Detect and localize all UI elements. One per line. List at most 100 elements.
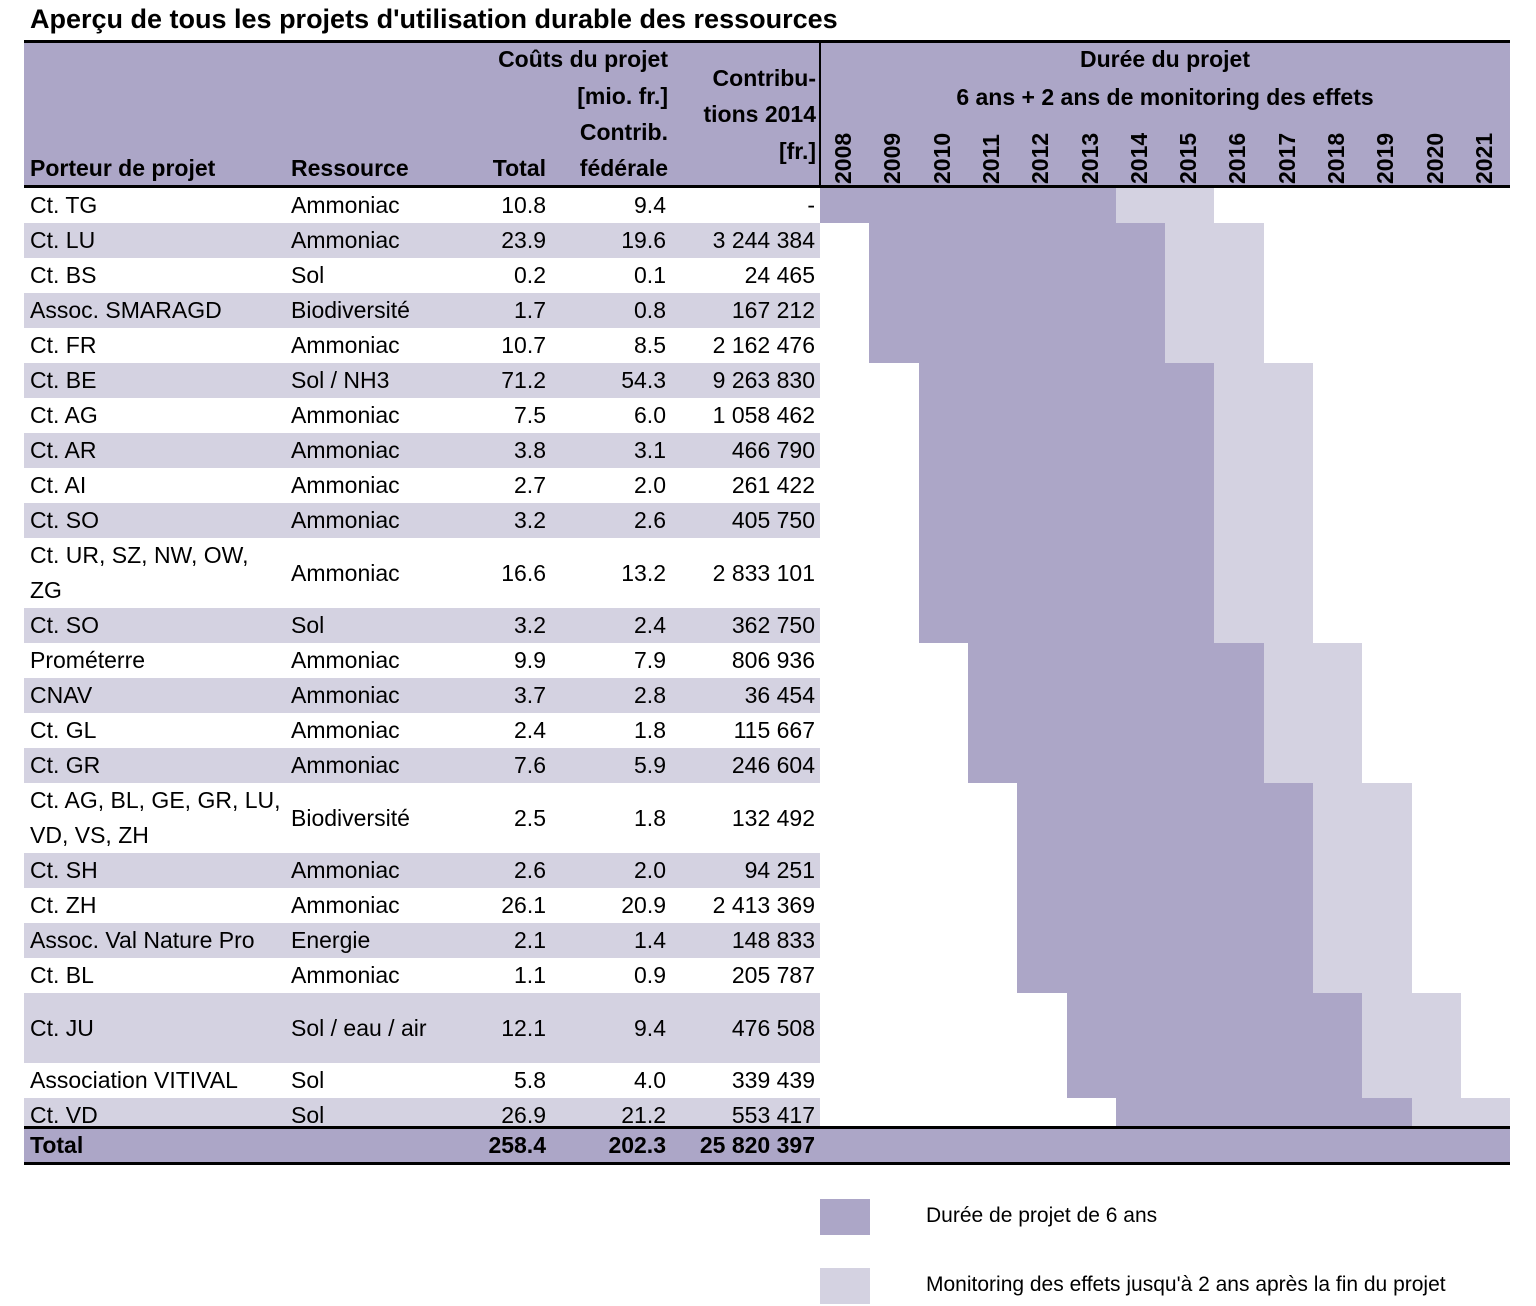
project-duration-bar [820, 188, 1116, 223]
project-duration-bar [918, 433, 1215, 468]
cell-porteur: Ct. GL [30, 717, 97, 743]
rule-top [24, 40, 1510, 43]
cell-ressource: Ammoniac [291, 717, 400, 743]
cell-ressource: Sol [291, 1102, 325, 1128]
project-duration-bar [918, 363, 1215, 398]
cell-contrib-federale: 3.1 [634, 437, 666, 463]
cell-contrib-federale: 2.0 [634, 857, 666, 883]
monitoring-bar [1263, 713, 1363, 748]
cell-total: 12.1 [501, 1014, 546, 1041]
monitoring-bar [1362, 1063, 1461, 1098]
monitoring-bar [1214, 433, 1313, 468]
cell-total: 3.2 [514, 612, 546, 638]
project-duration-bar [1017, 783, 1313, 853]
cell-contrib-federale: 2.0 [634, 472, 666, 498]
year-label-2014: 2014 [1125, 132, 1152, 184]
header-contrib2014-line3: [fr.] [778, 138, 816, 164]
project-duration-bar [1066, 1063, 1363, 1098]
cell-contrib2014: 246 604 [731, 752, 815, 778]
cell-contrib-federale: 0.9 [634, 962, 666, 988]
cell-total: 9.9 [514, 647, 546, 673]
cell-total: 0.2 [514, 262, 546, 288]
rule-bottom [24, 1162, 1510, 1165]
header-duree-line2: 6 ans + 2 ans de monitoring des effets [956, 84, 1374, 110]
cell-contrib2014: 2 833 101 [712, 559, 815, 586]
cell-porteur: Ct. AI [30, 472, 87, 498]
header-contrib2014-line2: tions 2014 [703, 101, 817, 127]
monitoring-bar [1263, 748, 1363, 783]
cell-porteur: Ct. SO [30, 507, 100, 533]
cell-contrib2014: 2 413 369 [712, 892, 815, 918]
rule-timeline-divider [819, 40, 821, 188]
cell-porteur: Ct. VD [30, 1102, 98, 1128]
monitoring-bar [1214, 468, 1313, 503]
cell-total: 3.2 [514, 507, 546, 533]
cell-total: 3.8 [514, 437, 546, 463]
header-contrib-federale-line2: fédérale [579, 155, 668, 181]
cell-ressource: Ammoniac [291, 962, 400, 988]
cell-contrib2014: 24 465 [744, 262, 815, 288]
monitoring-bar [1115, 188, 1215, 223]
cell-ressource: Ammoniac [291, 227, 400, 253]
monitoring-bar [1313, 888, 1412, 923]
cell-ressource: Ammoniac [291, 559, 400, 586]
project-duration-bar [869, 293, 1166, 328]
project-duration-bar [869, 258, 1166, 293]
cell-contrib2014: 148 833 [731, 927, 815, 953]
header-band-timeline [820, 43, 1510, 186]
cell-contrib-federale: 19.6 [621, 227, 666, 253]
cell-porteur: CNAV [30, 682, 93, 708]
cell-total: 2.7 [514, 472, 546, 498]
cell-total: 1.7 [514, 297, 546, 323]
cell-contrib-federale: 21.2 [621, 1102, 666, 1128]
cell-ressource: Ammoniac [291, 857, 400, 883]
project-duration-bar [918, 608, 1215, 643]
year-label-2013: 2013 [1076, 132, 1103, 184]
cell-contrib-federale: 8.5 [634, 332, 666, 358]
cell-total: 2.4 [514, 717, 546, 743]
cell-contrib2014: 167 212 [731, 297, 815, 323]
cell-contrib-federale: 2.4 [634, 612, 666, 638]
cell-contrib2014: 476 508 [731, 1014, 815, 1041]
table-row: Ct. AG, BL, GE, GR, LU, VD, VS, ZH Biodiv… [24, 783, 820, 853]
year-label-2011: 2011 [977, 134, 1004, 184]
legend-monitoring-swatch [820, 1268, 870, 1304]
project-duration-bar [1017, 923, 1313, 958]
cell-total: 71.2 [501, 367, 546, 393]
table-row: Ct. FR Ammoniac 10.7 8.5 2 162 476 [24, 328, 820, 363]
cell-porteur: Ct. AR [30, 437, 97, 463]
cell-total: 26.1 [501, 892, 546, 918]
cell-ressource: Energie [291, 927, 371, 953]
header-couts-line2: [mio. fr.] [577, 83, 668, 109]
table-row: Ct. JU Sol / eau / air 12.1 9.4 476 508 [24, 993, 820, 1063]
table-row: Ct. SH Ammoniac 2.6 2.0 94 251 [24, 853, 820, 888]
header-couts-line1: Coûts du projet [498, 46, 668, 72]
project-duration-bar [869, 223, 1166, 258]
year-label-2008: 2008 [830, 132, 856, 184]
cell-porteur: Ct. JU [30, 1014, 94, 1041]
cell-contrib2014: 2 162 476 [712, 332, 815, 358]
year-label-2010: 2010 [928, 132, 955, 184]
cell-porteur: Assoc. SMARAGD [30, 297, 222, 323]
cell-porteur: Ct. TG [30, 192, 98, 218]
project-duration-bar [1017, 888, 1313, 923]
table-row: Association VITIVAL Sol 5.8 4.0 339 439 [24, 1063, 820, 1098]
cell-contrib2014: 36 454 [744, 682, 815, 708]
header-porteur: Porteur de projet [30, 155, 216, 181]
table-row: Ct. SO Sol 3.2 2.4 362 750 [24, 608, 820, 643]
year-label-2016: 2016 [1224, 132, 1251, 184]
table-row: Ct. GL Ammoniac 2.4 1.8 115 667 [24, 713, 820, 748]
cell-ressource: Biodiversité [291, 804, 410, 831]
cell-contrib-federale: 0.1 [634, 262, 666, 288]
project-duration-bar [869, 328, 1166, 363]
cell-ressource: Ammoniac [291, 472, 400, 498]
cell-contrib-federale: 1.4 [634, 927, 666, 953]
cell-contrib-federale: 13.2 [621, 559, 666, 586]
total-cost: 258.4 [488, 1132, 546, 1158]
project-duration-bar [918, 503, 1215, 538]
header-total: Total [492, 155, 546, 181]
cell-contrib-federale: 6.0 [634, 402, 666, 428]
cell-contrib2014: - [807, 192, 815, 218]
table-row: Ct. AR Ammoniac 3.8 3.1 466 790 [24, 433, 820, 468]
